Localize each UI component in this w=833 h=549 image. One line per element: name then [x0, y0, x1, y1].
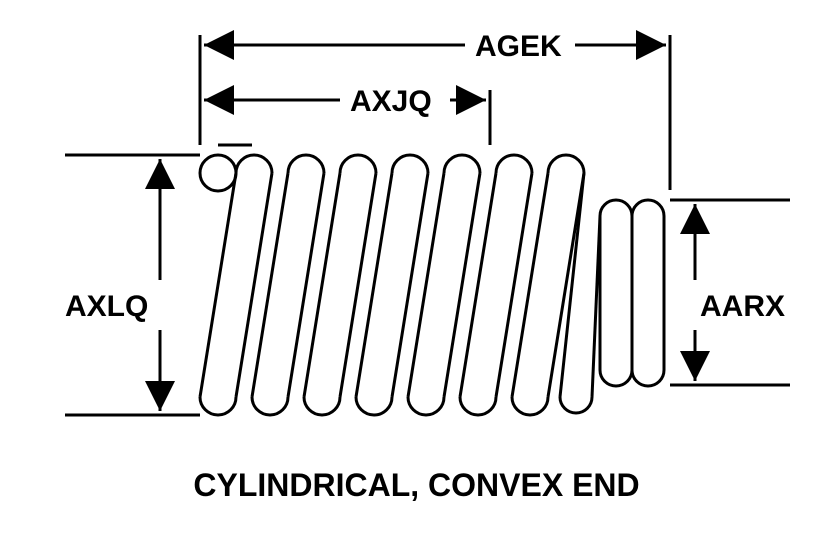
diagram-container: AGEK AXJQ AXLQ AARX CYLINDRICAL, CONVEX …	[0, 0, 833, 549]
label-agek: AGEK	[475, 30, 562, 64]
spring-body	[200, 155, 664, 415]
diagram-title: CYLINDRICAL, CONVEX END	[193, 467, 639, 504]
label-axjq: AXJQ	[350, 85, 432, 119]
dimension-axlq	[65, 155, 200, 415]
label-axlq: AXLQ	[65, 290, 148, 324]
dimension-axjq	[204, 90, 490, 145]
label-aarx: AARX	[700, 290, 785, 324]
